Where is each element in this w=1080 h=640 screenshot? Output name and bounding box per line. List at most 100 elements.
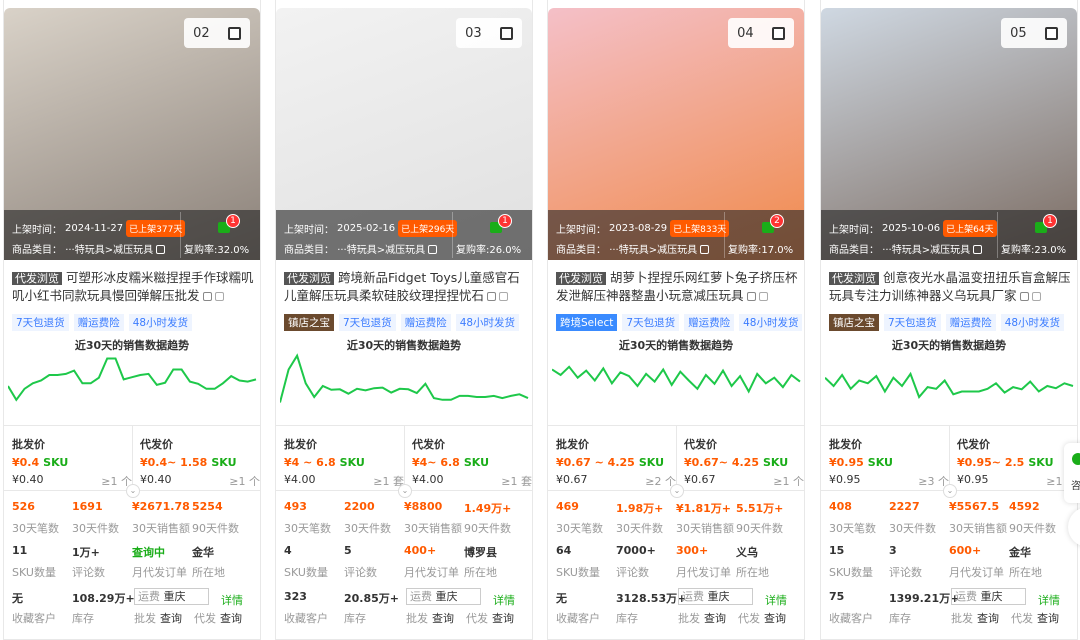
shipping-city-input[interactable]: 运费 重庆 [951,588,1026,605]
query-link[interactable]: 查询 [1037,612,1059,625]
copy-icon[interactable] [973,245,983,254]
sku-link[interactable]: SKU [867,456,893,469]
query-link[interactable]: 查询 [220,612,242,625]
checkbox[interactable] [499,26,513,40]
sku-link[interactable]: SKU [43,456,69,469]
title-text[interactable]: 创意夜光水晶温变扭扭乐盲盒解压玩具专注力训练神器义乌玩具厂家 [829,270,1071,303]
details-link[interactable]: 详情 [765,594,787,607]
details-link[interactable]: 详情 [1038,594,1060,607]
query-link[interactable]: 查询 [704,612,726,625]
index-select[interactable]: 04 [728,18,794,48]
checkbox[interactable] [227,26,241,40]
sku-link[interactable]: SKU [638,456,664,469]
product-title[interactable]: 代发浏览 可塑形冰皮糯米糍捏捏手作球糯叽叽小红书同款玩具慢回弹解压批发 [12,269,257,304]
expand-chevron-icon[interactable]: ⌄ [943,484,957,498]
copy-icon[interactable] [487,292,497,301]
dropship-browse-tag[interactable]: 代发浏览 [12,272,62,285]
card-index: 03 [465,25,482,41]
stat-label: SKU数量 [556,566,600,579]
index-select[interactable]: 02 [184,18,250,48]
image-search-icon[interactable] [499,292,509,301]
copy-icon[interactable] [202,292,212,301]
query-link[interactable]: 查询 [432,612,454,625]
copy-icon[interactable] [428,245,438,254]
copy-icon[interactable] [1019,292,1029,301]
sku-link[interactable]: SKU [1028,456,1054,469]
title-text[interactable]: 胡萝卜捏捏乐网红萝卜兔子挤压杯发泄解压神器整蛊小玩意减压玩具 [556,270,798,303]
service-tag: 48小时发货 [739,314,803,331]
stat-label: 90天件数 [192,522,239,535]
product-title[interactable]: 代发浏览 创意夜光水晶温变扭扭乐盲盒解压玩具专注力训练神器义乌玩具厂家 [829,269,1074,304]
trend-line [552,365,801,394]
wholesale-query[interactable]: 批发 查询 [951,610,999,626]
consult-widget[interactable]: 咨 [1064,443,1080,503]
dropship-query[interactable]: 代发 查询 [194,610,242,626]
product-card[interactable]: 04 上架时间： 2023-08-29 已上架833天 商品类目： ···特玩具>减… [547,0,805,640]
shipping-city-input[interactable]: 运费 重庆 [134,588,209,605]
expand-chevron-icon[interactable]: ⌄ [398,484,412,498]
product-card[interactable]: 05 上架时间： 2025-10-06 已上架64天 商品类目： ···特玩具>减压… [820,0,1078,640]
query-link[interactable]: 查询 [492,612,514,625]
stat: ¥5567.5 30天销售额 [949,500,1007,536]
cart-icon[interactable] [218,222,230,233]
cart-icon[interactable] [490,222,502,233]
stat: ¥8800 30天销售额 [404,500,462,536]
shipping-city-input[interactable]: 运费 重庆 [678,588,753,605]
sku-link[interactable]: SKU [463,456,490,469]
copy-icon[interactable] [700,245,710,254]
product-card[interactable]: 03 上架时间： 2025-02-16 已上架296天 商品类目： ···特玩具>减… [275,0,533,640]
sku-link[interactable]: SKU [211,456,237,469]
trend-line [8,357,257,402]
dropship-browse-tag[interactable]: 代发浏览 [829,272,879,285]
product-title[interactable]: 代发浏览 胡萝卜捏捏乐网红萝卜兔子挤压杯发泄解压神器整蛊小玩意减压玩具 [556,269,801,304]
expand-chevron-icon[interactable]: ⌄ [126,484,140,498]
sku-link[interactable]: SKU [339,456,365,469]
query-link[interactable]: 查询 [764,612,786,625]
query-link[interactable]: 查询 [977,612,999,625]
product-card[interactable]: 02 上架时间： 2024-11-27 已上架377天 商品类目： ···特玩具>减… [3,0,261,640]
shipping-city-input[interactable]: 运费 重庆 [406,588,481,605]
copy-icon[interactable] [156,245,166,254]
product-title[interactable]: 代发浏览 跨境新品Fidget Toys儿童感官石儿童解压玩具柔软硅胶纹理捏捏忧石 [284,269,529,304]
image-search-icon[interactable] [214,292,224,301]
sku-link[interactable]: SKU [762,456,789,469]
service-tags: 跨境Select 7天包退货 赠运费险 48小时发货 [556,314,803,331]
stat: 3 评论数 [889,544,922,580]
index-select[interactable]: 05 [1001,18,1067,48]
dropship-query[interactable]: 代发 查询 [738,610,786,626]
details-link[interactable]: 详情 [221,594,243,607]
title-text[interactable]: 跨境新品Fidget Toys儿童感官石儿童解压玩具柔软硅胶纹理捏捏忧石 [284,270,520,303]
wholesale-query[interactable]: 批发 查询 [678,610,726,626]
stat-label: 库存 [72,612,94,625]
product-image[interactable]: 05 上架时间： 2025-10-06 已上架64天 商品类目： ···特玩具>减压… [821,8,1077,260]
query-link[interactable]: 查询 [160,612,182,625]
dropship-browse-tag[interactable]: 代发浏览 [284,272,334,285]
product-image[interactable]: 04 上架时间： 2023-08-29 已上架833天 商品类目： ···特玩具>减… [548,8,804,260]
product-image[interactable]: 03 上架时间： 2025-02-16 已上架296天 商品类目： ···特玩具>减… [276,8,532,260]
stat-label: 收藏客户 [556,612,600,625]
index-select[interactable]: 03 [456,18,522,48]
title-text[interactable]: 可塑形冰皮糯米糍捏捏手作球糯叽叽小红书同款玩具慢回弹解压批发 [12,270,254,303]
label: 代发价 [957,438,990,451]
checkbox[interactable] [1044,26,1058,40]
dropship-browse-tag[interactable]: 代发浏览 [556,272,606,285]
scroll-top-button[interactable] [1068,507,1080,547]
cart-icon[interactable] [1035,222,1047,233]
copy-icon[interactable] [746,292,756,301]
dropship-query[interactable]: 代发 查询 [466,610,514,626]
image-search-icon[interactable] [758,292,768,301]
image-search-icon[interactable] [1031,292,1041,301]
expand-chevron-icon[interactable]: ⌄ [670,484,684,498]
checkbox[interactable] [771,26,785,40]
wholesale-query[interactable]: 批发 查询 [406,610,454,626]
stat: 2200 30天件数 [344,500,391,536]
product-image[interactable]: 02 上架时间： 2024-11-27 已上架377天 商品类目： ···特玩具>减… [4,8,260,260]
dropship-query[interactable]: 代发 查询 [1011,610,1059,626]
wholesale-query[interactable]: 批发 查询 [134,610,182,626]
ship-label: 运费 [138,590,160,603]
stat-label: 评论数 [616,566,649,579]
cart-icon[interactable] [762,222,774,233]
label: 批发 [134,612,156,625]
chat-icon [1072,453,1080,465]
details-link[interactable]: 详情 [493,594,515,607]
